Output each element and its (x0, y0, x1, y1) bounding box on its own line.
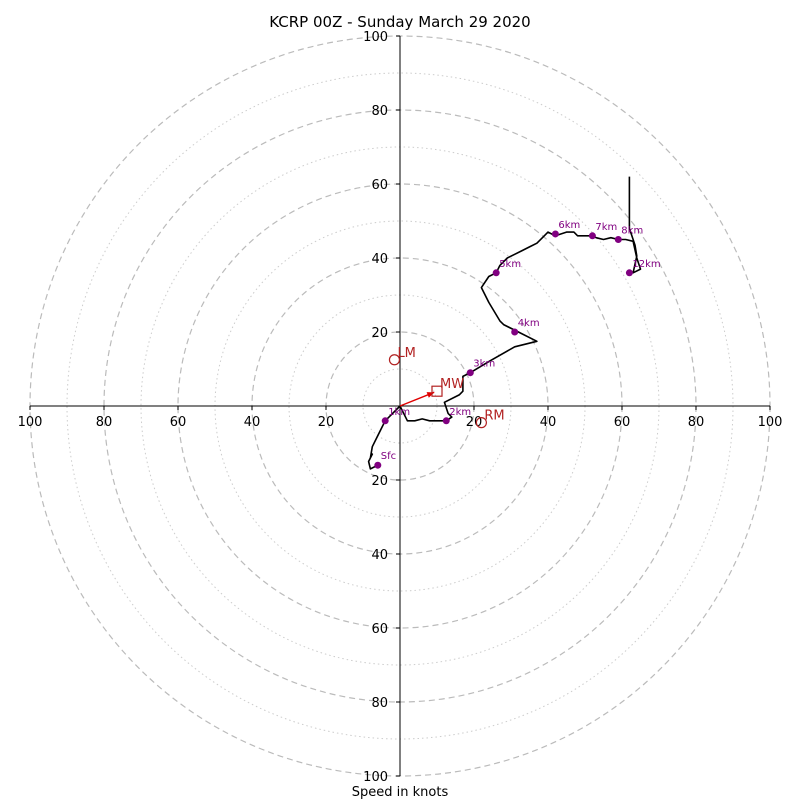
height-marker-8 (614, 236, 622, 243)
height-marker-label-4: 4km (518, 318, 540, 329)
storm-motion-markers: LM MW RM (388, 346, 505, 429)
y-tick-label-2: 60 (371, 622, 388, 637)
height-marker-9 (625, 269, 633, 277)
storm-marker-mw (431, 385, 443, 397)
x-tick-label-1: 80 (96, 415, 113, 430)
height-marker-4 (511, 328, 519, 336)
storm-marker-lm (388, 354, 401, 366)
height-marker-label-0: Sfc (381, 451, 396, 462)
x-tick-label-6: 40 (540, 415, 557, 430)
height-marker-2 (442, 417, 450, 425)
storm-marker-rm (475, 417, 487, 429)
y-tick-label-7: 60 (371, 178, 388, 193)
mean-wind-arrow-head (426, 392, 435, 398)
x-axis-label: Speed in knots (352, 785, 449, 800)
x-tick-label-3: 40 (244, 415, 261, 430)
x-tick-label-7: 60 (614, 415, 631, 430)
height-marker-6 (551, 230, 559, 238)
height-marker-5 (492, 269, 500, 277)
hodograph-line (367, 176, 642, 470)
height-marker-label-6: 6km (558, 220, 580, 231)
y-tick-label-5: 20 (371, 326, 388, 341)
x-tick-label-9: 100 (758, 415, 783, 430)
height-marker-label-9: 12km (632, 259, 660, 270)
x-tick-label-0: 100 (18, 415, 43, 430)
height-marker-label-3: 3km (473, 359, 495, 370)
height-marker-3 (466, 369, 474, 377)
y-tick-label-4: 20 (371, 474, 388, 489)
chart-title: KCRP 00Z - Sunday March 29 2020 (269, 13, 530, 31)
storm-label-lm: LM (397, 346, 415, 361)
x-tick-label-2: 60 (170, 415, 187, 430)
height-marker-label-1: 1km (388, 407, 410, 418)
y-tick-label-8: 80 (371, 104, 388, 119)
x-tick-label-4: 20 (318, 415, 335, 430)
height-markers: Sfc 1km 2km 3km 4km 5km 6km 7km 8km 12km (374, 220, 661, 469)
y-tick-label-3: 40 (371, 548, 388, 563)
y-tick-label-0: 100 (363, 770, 388, 785)
height-marker-label-2: 2km (449, 407, 471, 418)
height-marker-label-7: 7km (595, 222, 617, 233)
storm-label-mw: MW (440, 377, 464, 392)
height-marker-0 (374, 461, 382, 469)
hodograph-trace (367, 176, 642, 470)
height-marker-label-5: 5km (499, 259, 521, 270)
height-marker-1 (381, 417, 389, 425)
y-tick-label-1: 80 (371, 696, 388, 711)
height-marker-label-8: 8km (621, 226, 643, 237)
storm-label-rm: RM (484, 409, 504, 424)
x-tick-label-8: 80 (688, 415, 705, 430)
y-tick-label-9: 100 (363, 30, 388, 45)
height-marker-7 (588, 232, 596, 240)
y-tick-label-6: 40 (371, 252, 388, 267)
